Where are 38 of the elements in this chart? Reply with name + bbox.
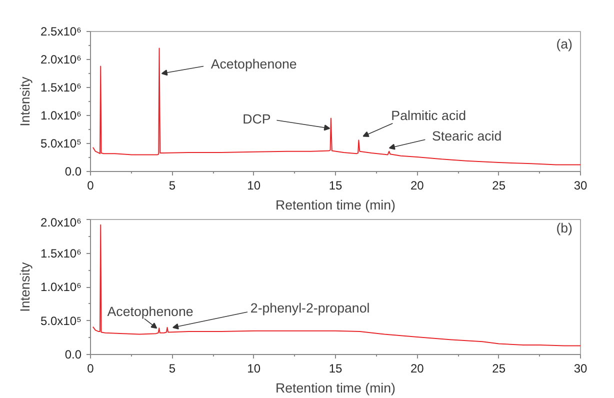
x-tick-label: 5 <box>168 178 176 192</box>
annotation: (b) <box>556 220 573 236</box>
x-tick-label: 15 <box>328 178 342 192</box>
x-tick-label: 25 <box>492 178 506 192</box>
x-axis-title: Retention time (min) <box>276 380 396 396</box>
annotation: DCP <box>242 112 271 127</box>
x-axis-title: Retention time (min) <box>276 198 396 212</box>
y-tick-label: 2.0x10⁶ <box>40 52 82 66</box>
x-tick-label: 5 <box>168 362 176 376</box>
x-tick-label: 20 <box>410 362 424 376</box>
annotation: (a) <box>556 36 573 52</box>
y-tick-label: 0.0 <box>64 164 82 178</box>
y-tick-label: 1.5x10⁶ <box>40 246 82 260</box>
x-tick-label: 15 <box>328 362 342 376</box>
x-tick-label: 30 <box>574 362 588 376</box>
x-tick-label: 0 <box>87 362 94 376</box>
annotation: Acetophenone <box>107 304 194 319</box>
y-axis-title: Intensity <box>17 76 32 126</box>
y-tick-label: 2.5x10⁶ <box>40 24 82 38</box>
x-tick-label: 0 <box>87 178 94 192</box>
annotation: Acetophenone <box>210 56 297 72</box>
annotation: Palmitic acid <box>391 108 466 123</box>
x-tick-label: 30 <box>574 178 588 192</box>
x-tick-label: 10 <box>247 178 261 192</box>
y-tick-label: 1.0x10⁶ <box>40 280 82 294</box>
y-tick-label: 1.0x10⁶ <box>40 108 82 122</box>
y-tick-label: 1.5x10⁶ <box>40 80 82 94</box>
annotation: 2-phenyl-2-propanol <box>250 300 370 316</box>
y-tick-label: 5.0x10⁵ <box>40 314 82 328</box>
y-axis-title: Intensity <box>17 262 32 312</box>
x-tick-label: 25 <box>492 362 506 376</box>
y-tick-label: 5.0x10⁵ <box>40 136 82 150</box>
x-tick-label: 10 <box>247 362 261 376</box>
x-tick-label: 20 <box>410 178 424 192</box>
y-tick-label: 0.0 <box>64 348 82 362</box>
line-series <box>92 224 580 346</box>
annotation: Stearic acid <box>432 128 502 144</box>
y-tick-label: 2.0x10⁶ <box>40 216 82 230</box>
